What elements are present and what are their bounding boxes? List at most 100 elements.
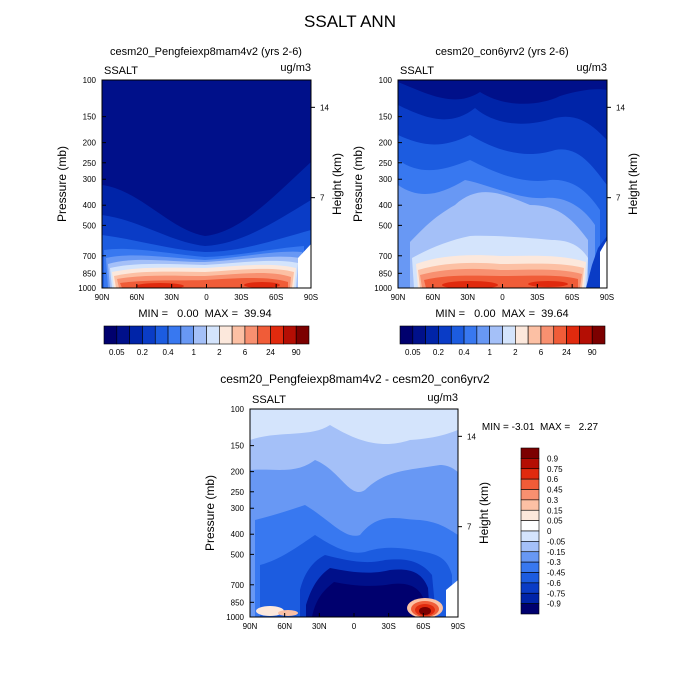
colorbar-label: 0.2 <box>137 348 149 357</box>
field-core <box>256 606 284 616</box>
y-tick-label: 300 <box>231 504 245 513</box>
panel-3-axes: 90N 60N 30N 0 30S 60S 90S 100 150 200 250 300 400 500… <box>203 405 491 631</box>
colorbar-box <box>520 458 540 470</box>
height-tick-label: 7 <box>616 194 621 203</box>
y-tick-label: 400 <box>379 201 393 210</box>
colorbar-label: 2 <box>513 348 518 357</box>
y-tick-label: 250 <box>379 159 393 168</box>
x-tick-label: 60S <box>416 622 430 631</box>
x-tick-label: 90N <box>95 293 110 302</box>
field-band <box>312 582 426 617</box>
height-axis-label: Height (km) <box>330 153 344 215</box>
field-core <box>528 281 568 287</box>
panel-3-title: cesm20_Pengfeiexp8mam4v2 - cesm20_con6yr… <box>220 372 490 386</box>
x-tick-label: 60N <box>425 293 440 302</box>
panel-1-field <box>102 80 311 288</box>
y-tick-label: 150 <box>379 113 393 122</box>
x-tick-label: 90N <box>391 293 406 302</box>
x-tick-label: 90S <box>451 622 465 631</box>
height-axis-label: Height (km) <box>626 153 640 215</box>
colorbar-box <box>520 582 540 594</box>
panel-1-units: ug/m3 <box>280 62 311 74</box>
colorbar-label: 0.9 <box>547 454 559 463</box>
panel-1-title: cesm20_Pengfeiexp8mam4v2 (yrs 2-6) <box>110 46 302 58</box>
colorbar-label: -0.3 <box>547 558 561 567</box>
colorbar-label: 2 <box>217 348 222 357</box>
colorbar-label: 0.05 <box>547 517 563 526</box>
y-tick-label: 500 <box>379 221 393 230</box>
colorbar-box <box>180 325 194 345</box>
panel-3-units: ug/m3 <box>427 392 458 404</box>
colorbar-box <box>520 530 540 542</box>
panel-1: cesm20_Pengfeiexp8mam4v2 (yrs 2-6) SSALT… <box>55 46 344 302</box>
colorbar-box <box>540 325 555 345</box>
x-tick-label: 90N <box>243 622 258 631</box>
field-core <box>442 281 498 288</box>
colorbar-box <box>270 325 284 345</box>
y-axis-label: Pressure (mb) <box>203 475 217 551</box>
colorbar-label: -0.6 <box>547 579 561 588</box>
y-tick-label: 250 <box>83 159 97 168</box>
colorbar-box <box>129 325 143 345</box>
y-tick-label: 500 <box>231 550 245 559</box>
panel-1-variable: SSALT <box>104 65 138 77</box>
x-tick-label: 60S <box>565 293 579 302</box>
colorbar-box <box>167 325 182 345</box>
colorbar-label: 0 <box>547 527 552 536</box>
figure-title: SSALT ANN <box>304 12 396 31</box>
colorbar-box <box>193 325 207 345</box>
y-tick-label: 400 <box>83 201 97 210</box>
y-tick-label: 400 <box>231 530 245 539</box>
panel-3-variable: SSALT <box>252 394 286 406</box>
colorbar-box <box>566 325 580 345</box>
y-tick-label: 300 <box>379 175 393 184</box>
x-tick-label: 60N <box>277 622 292 631</box>
x-tick-label: 30S <box>234 293 248 302</box>
y-tick-label: 150 <box>83 113 97 122</box>
colorbar-label: 90 <box>588 348 597 357</box>
field-mask <box>600 240 607 288</box>
colorbar-box <box>520 499 540 511</box>
colorbar-box <box>520 603 540 615</box>
x-tick-label: 30N <box>460 293 475 302</box>
field-core <box>278 610 298 616</box>
panel-3-colorbar: 0.9 0.750.6 0.450.30.15 0.050-0.05 -0.15-0.3… <box>520 447 566 615</box>
height-tick-label: 7 <box>467 523 472 532</box>
colorbar-box <box>244 325 259 345</box>
colorbar-box <box>219 325 233 345</box>
colorbar-box <box>520 592 540 604</box>
panel-3: cesm20_Pengfeiexp8mam4v2 - cesm20_con6yr… <box>203 372 491 631</box>
colorbar-box <box>520 561 540 573</box>
height-axis-label: Height (km) <box>477 482 491 544</box>
height-tick-label: 14 <box>320 103 329 112</box>
colorbar-box <box>116 325 130 345</box>
panel-1-axes: 90N 60N 30N 0 30S 60S 90S 100 150 200 250 300 400 500… <box>55 76 344 302</box>
colorbar-box <box>520 551 540 563</box>
y-tick-label: 1000 <box>78 284 96 293</box>
x-tick-label: 30S <box>530 293 544 302</box>
x-tick-label: 0 <box>352 622 357 631</box>
colorbar-label: 0.45 <box>547 486 563 495</box>
x-tick-label: 90S <box>304 293 318 302</box>
panel-2-colorbar: 0.05 0.2 0.4 1 2 6 24 90 <box>399 325 606 357</box>
colorbar-box <box>553 325 567 345</box>
height-tick-label: 14 <box>616 103 625 112</box>
colorbar-box <box>103 325 118 345</box>
x-tick-label: 30N <box>312 622 327 631</box>
x-tick-label: 30N <box>164 293 179 302</box>
y-axis-label: Pressure (mb) <box>351 146 365 222</box>
y-tick-label: 250 <box>231 488 245 497</box>
field-mask <box>298 244 311 288</box>
colorbar-box <box>438 325 452 345</box>
colorbar-box <box>502 325 516 345</box>
y-tick-label: 700 <box>83 252 97 261</box>
colorbar-box <box>476 325 490 345</box>
panel-3-stats: MIN = -3.01 MAX = 2.27 <box>482 422 599 433</box>
colorbar-label: 6 <box>539 348 544 357</box>
y-axis-label: Pressure (mb) <box>55 146 69 222</box>
height-tick-label: 7 <box>320 194 325 203</box>
colorbar-box <box>154 325 169 345</box>
colorbar-box <box>515 325 529 345</box>
colorbar-box <box>489 325 503 345</box>
colorbar-label: 24 <box>266 348 275 357</box>
